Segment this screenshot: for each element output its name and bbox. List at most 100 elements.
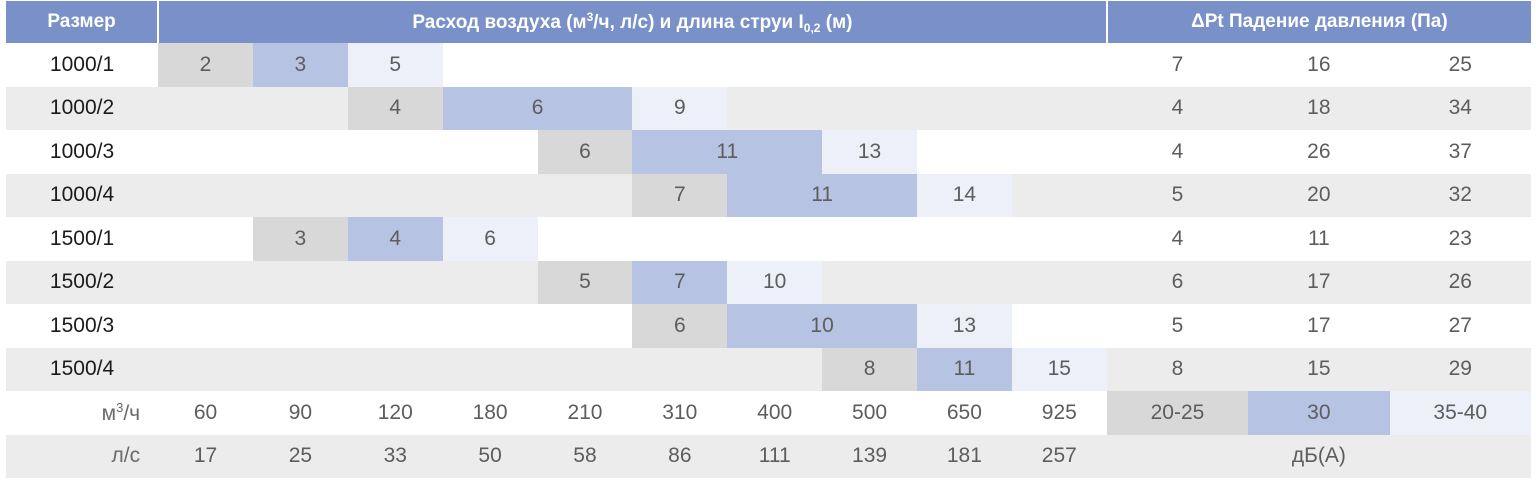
throw-cell bbox=[538, 217, 633, 261]
flow-value: 139 bbox=[822, 434, 917, 478]
throw-cell bbox=[917, 217, 1012, 261]
flow-value: 17 bbox=[158, 434, 253, 478]
throw-cell bbox=[348, 304, 443, 348]
throw-cell: 15 bbox=[1011, 347, 1107, 391]
throw-cell bbox=[348, 130, 443, 174]
throw-cell: 13 bbox=[916, 304, 1012, 348]
throw-cell: 13 bbox=[822, 130, 917, 174]
throw-cell: 6 bbox=[442, 217, 538, 261]
flow-value: 58 bbox=[537, 434, 633, 478]
throw-cell bbox=[727, 43, 822, 87]
throw-cell: 6 bbox=[537, 130, 633, 174]
pressure-cell: 20 bbox=[1248, 173, 1390, 217]
throw-cell bbox=[727, 86, 823, 130]
flow-value: 33 bbox=[347, 434, 443, 478]
throw-cell: 2 bbox=[158, 43, 253, 87]
noise-level-low: 20-25 bbox=[1106, 391, 1249, 435]
header-air-flow: Расход воздуха (м3/ч, л/с) и длина струи… bbox=[158, 1, 1108, 43]
throw-cell bbox=[253, 304, 348, 348]
pressure-cell: 8 bbox=[1106, 347, 1249, 391]
flow-value: 500 bbox=[822, 391, 917, 435]
throw-cell: 11 bbox=[916, 347, 1012, 391]
throw-cell: 4 bbox=[347, 86, 443, 130]
throw-cell bbox=[442, 347, 538, 391]
flow-value: 650 bbox=[916, 391, 1012, 435]
throw-cell bbox=[1012, 43, 1107, 87]
flow-value: 50 bbox=[442, 434, 538, 478]
throw-cell: 6 bbox=[632, 304, 728, 348]
pressure-cell: 26 bbox=[1248, 130, 1390, 174]
unit-m3h-label: м3/ч bbox=[6, 391, 159, 435]
throw-cell bbox=[727, 347, 823, 391]
noise-unit-label: дБ(А) bbox=[1106, 434, 1531, 478]
throw-cell bbox=[1011, 260, 1107, 304]
throw-cell bbox=[443, 130, 538, 174]
flow-m3h-row: м3/ч 60 90 120 180 210 310 400 500 650 9… bbox=[6, 391, 1531, 435]
throw-cell bbox=[443, 304, 538, 348]
table-row: 1500/1 3 4 6 4 11 23 bbox=[6, 217, 1531, 261]
throw-cell bbox=[916, 260, 1012, 304]
noise-level-mid: 30 bbox=[1248, 391, 1390, 435]
throw-cell bbox=[822, 260, 917, 304]
pressure-cell: 15 bbox=[1248, 347, 1390, 391]
pressure-cell: 29 bbox=[1389, 347, 1531, 391]
throw-cell bbox=[917, 130, 1012, 174]
throw-cell bbox=[822, 86, 917, 130]
throw-cell bbox=[632, 347, 728, 391]
pressure-cell: 7 bbox=[1106, 43, 1249, 87]
throw-cell: 3 bbox=[252, 43, 348, 87]
throw-cell bbox=[538, 43, 633, 87]
throw-cell bbox=[917, 43, 1012, 87]
flow-value: 310 bbox=[632, 391, 728, 435]
throw-cell bbox=[538, 304, 633, 348]
throw-cell bbox=[252, 86, 348, 130]
throw-cell: 4 bbox=[347, 217, 443, 261]
throw-cell bbox=[158, 347, 253, 391]
size-cell: 1500/1 bbox=[49, 226, 115, 250]
size-cell: 1000/4 bbox=[6, 173, 159, 217]
size-cell: 1000/1 bbox=[49, 52, 115, 76]
pressure-cell: 11 bbox=[1248, 217, 1390, 261]
throw-cell bbox=[1012, 130, 1107, 174]
throw-cell bbox=[537, 347, 633, 391]
throw-cell bbox=[252, 347, 348, 391]
header-size: Размер bbox=[6, 1, 160, 43]
size-cell: 1000/3 bbox=[49, 139, 115, 163]
throw-cell bbox=[727, 217, 822, 261]
throw-cell: 10 bbox=[727, 260, 823, 304]
flow-value: 181 bbox=[916, 434, 1012, 478]
unit-ls-label: л/с bbox=[6, 434, 159, 478]
pressure-cell: 23 bbox=[1389, 217, 1531, 261]
pressure-cell: 34 bbox=[1389, 86, 1531, 130]
throw-cell: 6 bbox=[442, 86, 633, 130]
throw-cell: 11 bbox=[632, 130, 823, 174]
table-row: 1500/3 6 10 13 5 17 27 bbox=[6, 304, 1531, 348]
throw-cell: 10 bbox=[727, 304, 917, 348]
throw-cell bbox=[1012, 304, 1107, 348]
flow-value: 925 bbox=[1011, 391, 1107, 435]
throw-cell bbox=[252, 173, 348, 217]
header-pressure-drop: ΔPt Падение давления (Па) bbox=[1106, 1, 1531, 43]
throw-cell: 14 bbox=[916, 173, 1012, 217]
throw-cell bbox=[347, 347, 443, 391]
size-cell: 1500/4 bbox=[6, 347, 159, 391]
table-row: 1500/2 5 7 10 6 17 26 bbox=[6, 260, 1531, 304]
throw-cell bbox=[822, 43, 917, 87]
flow-value: 86 bbox=[632, 434, 728, 478]
pressure-cell: 27 bbox=[1389, 304, 1531, 348]
throw-cell: 5 bbox=[537, 260, 633, 304]
pressure-cell: 26 bbox=[1389, 260, 1531, 304]
throw-cell: 3 bbox=[252, 217, 348, 261]
throw-cell: 9 bbox=[632, 86, 728, 130]
throw-cell bbox=[253, 130, 348, 174]
pressure-cell: 5 bbox=[1106, 173, 1249, 217]
noise-level-high: 35-40 bbox=[1389, 391, 1531, 435]
flow-value: 210 bbox=[537, 391, 633, 435]
table-row: 1000/1 2 3 5 7 16 25 bbox=[6, 43, 1531, 87]
throw-cell bbox=[347, 173, 443, 217]
air-flow-spec-table: Размер Расход воздуха (м3/ч, л/с) и длин… bbox=[6, 1, 1531, 478]
pressure-cell: 37 bbox=[1389, 130, 1531, 174]
size-cell: 1000/2 bbox=[6, 86, 159, 130]
size-cell: 1500/3 bbox=[49, 313, 115, 337]
